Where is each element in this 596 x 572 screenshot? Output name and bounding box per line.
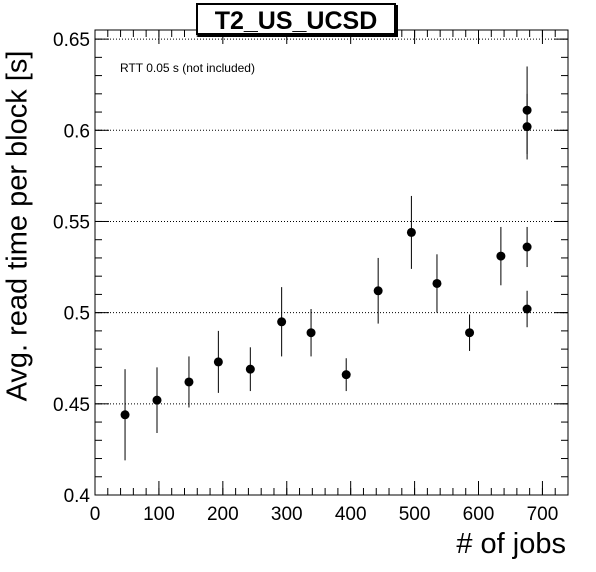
y-axis-ticks: 0.4 0.45 0.5 0.55 0.6 0.65 xyxy=(53,30,568,507)
data-point xyxy=(496,251,506,261)
x-tick-label: 100 xyxy=(143,504,175,525)
y-tick-label: 0.6 xyxy=(64,121,90,142)
chart-annotation: RTT 0.05 s (not included) xyxy=(120,61,255,75)
y-axis-label: Avg. read time per block [s] xyxy=(1,50,34,402)
data-point xyxy=(406,227,416,237)
data-point xyxy=(432,278,442,288)
data-point xyxy=(465,328,475,338)
data-point xyxy=(152,395,162,405)
y-tick-label: 0.5 xyxy=(64,304,90,325)
x-tick-label: 300 xyxy=(271,504,303,525)
data-points xyxy=(120,66,532,461)
y-tick-label: 0.4 xyxy=(64,486,91,507)
data-point xyxy=(245,364,255,374)
data-point xyxy=(213,357,223,367)
x-tick-label: 600 xyxy=(463,504,495,525)
data-point xyxy=(373,286,383,296)
grid-lines xyxy=(95,38,568,496)
y-tick-label: 0.55 xyxy=(53,212,90,233)
x-tick-label: 0 xyxy=(90,504,101,525)
x-axis-label: # of jobs xyxy=(456,528,566,560)
x-tick-label: 400 xyxy=(335,504,367,525)
plot-frame xyxy=(94,29,569,496)
data-point xyxy=(341,370,351,380)
data-point xyxy=(522,242,532,252)
y-tick-label: 0.65 xyxy=(53,30,90,51)
x-tick-label: 200 xyxy=(207,504,239,525)
x-tick-label: 500 xyxy=(399,504,431,525)
data-point xyxy=(306,328,316,338)
data-point xyxy=(277,317,287,327)
data-point xyxy=(522,105,532,115)
data-point xyxy=(184,377,194,387)
data-point xyxy=(120,410,130,420)
y-tick-label: 0.45 xyxy=(53,395,90,416)
x-tick-label: 700 xyxy=(527,504,559,525)
chart-title: T2_US_UCSD xyxy=(196,3,396,35)
data-point xyxy=(522,304,532,314)
x-axis-ticks: 0 100 200 300 400 500 600 700 xyxy=(90,30,569,525)
